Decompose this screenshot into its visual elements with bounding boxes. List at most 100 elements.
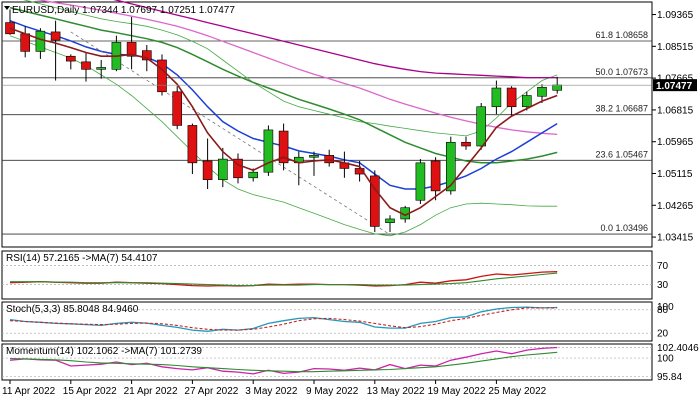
candle: [187, 123, 198, 175]
candle: [339, 151, 350, 178]
stoch-panel-frame: [1, 301, 653, 342]
candle-body: [172, 91, 182, 126]
price-axis-label: 1.06815: [657, 105, 694, 116]
price-axis-label: 1.05965: [657, 137, 694, 148]
candle: [96, 59, 106, 79]
fib-level-label: 23.6 1.05467: [595, 149, 648, 159]
price-axis-label: 1.05115: [657, 169, 693, 180]
ma-pink-line: [34, 0, 558, 136]
candle-body: [187, 125, 198, 164]
rsi-ma-line: [10, 272, 558, 287]
candle-body: [248, 171, 258, 179]
candle: [354, 160, 365, 182]
candle-body: [157, 59, 167, 93]
candle: [369, 170, 380, 233]
time-axis: 11 Apr 2022 15 Apr 2022 21 Apr 2022 27 Apr …: [2, 380, 547, 397]
current-price-label: 1.07477: [656, 81, 693, 92]
fib-level-label: 50.0 1.07673: [595, 67, 648, 77]
candle-body: [552, 84, 563, 91]
candle-body: [218, 158, 228, 180]
candle: [50, 20, 61, 81]
price-axis-label: 1.09365: [657, 10, 694, 21]
candle-body: [461, 141, 471, 147]
candle-body: [430, 160, 441, 192]
dropdown-triangle-icon: [4, 6, 10, 10]
fib-level-label: 38.2 1.06687: [595, 104, 648, 114]
candle-body: [66, 55, 76, 62]
momentum-axis-label: 102.4046: [657, 343, 699, 354]
candle: [172, 86, 182, 130]
momentum-axis-label: 95.84: [657, 372, 682, 383]
time-axis-label: 13 May 2022: [367, 386, 425, 397]
candle-body: [476, 106, 487, 147]
candle: [81, 52, 91, 82]
candle-body: [537, 86, 547, 97]
candle: [278, 123, 289, 171]
ma-green-line: [9, 6, 558, 164]
candle-body: [491, 87, 502, 108]
candle-body: [126, 42, 137, 57]
candle: [461, 136, 471, 150]
current-price-box: [653, 79, 697, 92]
candle-body: [385, 218, 395, 223]
momentum-panel: Momentum(14) 102.1062 ->MA(7) 101.2739 10…: [1, 343, 699, 383]
price-axis-label: 1.08515: [657, 42, 694, 53]
fib-level-label: 61.8 1.08658: [595, 30, 648, 40]
price-axis-label: 1.07665: [657, 74, 694, 85]
candle-body: [506, 87, 517, 108]
candle: [385, 215, 395, 233]
candle: [293, 151, 304, 186]
time-axis-label: 11 Apr 2022: [2, 386, 56, 397]
envelope-upper-line: [23, 0, 558, 137]
candle-body: [96, 67, 106, 70]
momentum-axis-label: 100: [657, 354, 674, 365]
ma-red-line: [9, 27, 558, 217]
stoch-axis-label: 100: [657, 302, 674, 313]
time-axis-label: 21 Apr 2022: [124, 386, 178, 397]
rsi-axis-label: 70: [657, 261, 669, 272]
momentum-line: [9, 346, 558, 375]
candle-body: [233, 158, 243, 179]
candle-body: [202, 160, 213, 180]
rsi-panel: RSI(14) 57.2165 ->MA(7) 54.4107 70 30: [1, 250, 669, 300]
candle: [430, 157, 441, 201]
ma-magenta-line: [113, 0, 558, 79]
stoch-main-line: [9, 306, 558, 332]
price-axis-label: 1.04265: [657, 201, 694, 212]
time-axis-label: 3 May 2022: [245, 386, 298, 397]
price-panel-frame: [1, 1, 653, 248]
candle-body: [354, 168, 365, 175]
time-axis-label: 25 May 2022: [488, 386, 546, 397]
candle-body: [309, 155, 319, 158]
rsi-panel-frame: [1, 250, 653, 300]
rsi-axis-label: 30: [657, 280, 669, 291]
candle: [521, 91, 532, 111]
stoch-axis-label: 80: [657, 305, 669, 316]
candle-body: [50, 31, 61, 41]
price-axis-label: 1.03415: [657, 233, 694, 244]
time-axis-label: 9 May 2022: [306, 386, 359, 397]
candle: [263, 125, 274, 176]
candle-body: [81, 61, 91, 70]
fib-level-label: 0.0 1.03496: [600, 223, 648, 233]
candle-body: [369, 175, 380, 227]
stoch-panel-title: Stoch(5,3,3) 85.8048 84.9460: [6, 304, 139, 315]
candle: [157, 54, 167, 96]
candle: [537, 84, 547, 103]
candle: [506, 86, 517, 117]
candle: [5, 9, 15, 35]
stoch-signal-line: [9, 307, 558, 331]
candle: [20, 26, 31, 58]
time-axis-label: 27 Apr 2022: [184, 386, 238, 397]
candle-body: [521, 95, 532, 108]
candle-body: [142, 50, 152, 61]
candle: [202, 138, 213, 190]
candle-body: [415, 162, 426, 201]
time-axis-label: 19 May 2022: [428, 386, 486, 397]
time-axis-label: 15 Apr 2022: [63, 386, 117, 397]
candle: [218, 147, 228, 188]
candle-body: [445, 141, 456, 192]
candle: [126, 16, 137, 70]
